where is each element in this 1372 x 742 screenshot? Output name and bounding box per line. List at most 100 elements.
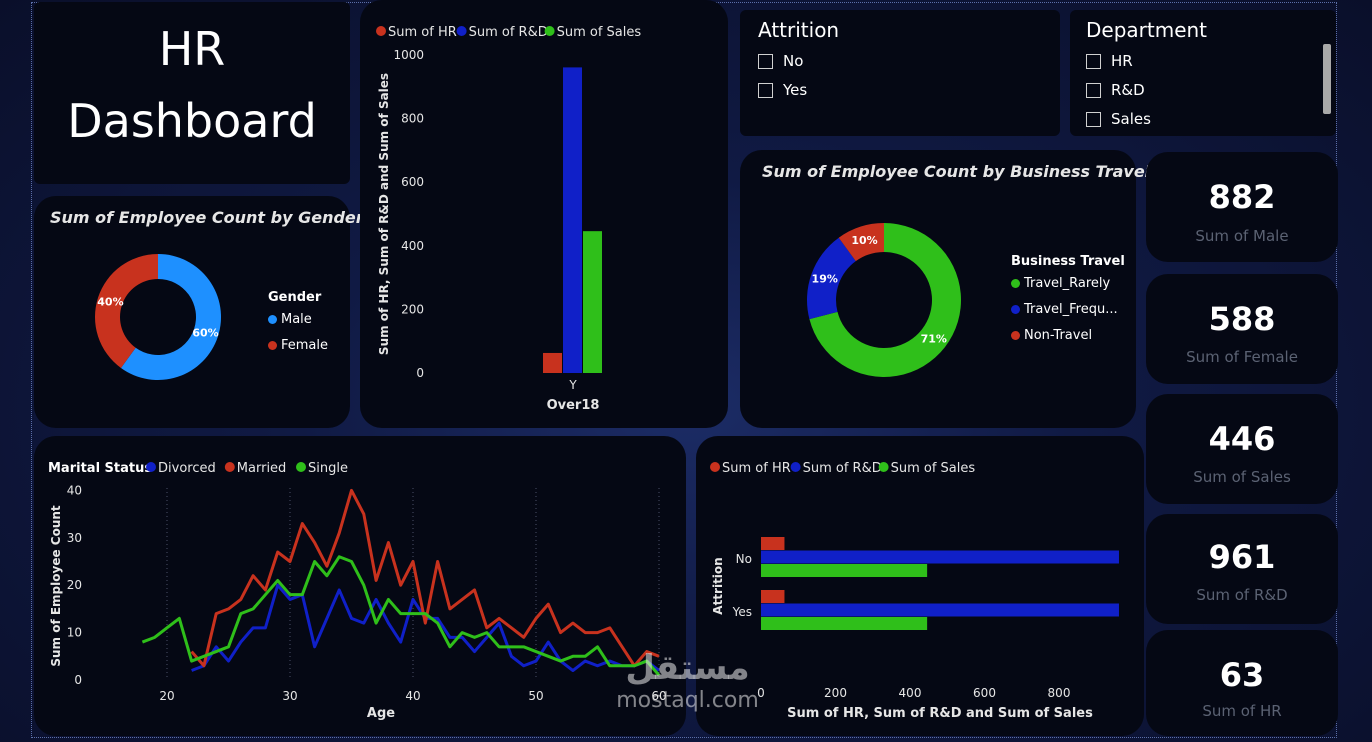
series-line-married[interactable] (190, 488, 660, 668)
legend-dot-icon (790, 462, 801, 472)
age-line-chart-card[interactable]: Marital Status Divorced Married Single 20 30 4… (34, 436, 686, 736)
legend-dot-icon (710, 462, 720, 472)
y-tick-label: 40 (67, 483, 82, 497)
x-tick-label: 20 (159, 689, 174, 703)
checkbox-icon[interactable] (1086, 82, 1101, 98)
kpi-value: 63 (1219, 656, 1265, 694)
legend-label: Travel_Rarely (1024, 276, 1111, 291)
gender-legend-title: Gender (268, 290, 322, 305)
kpi-card-male[interactable]: 882 Sum of Male (1146, 152, 1338, 262)
legend-label: Sum of HR (722, 461, 791, 476)
age-line-chart[interactable]: Marital Status Divorced Married Single 20 30 4… (34, 436, 686, 736)
legend-item-travel-rarely[interactable]: Travel_Rarely (1011, 276, 1110, 291)
donut-slice[interactable] (807, 237, 856, 320)
legend-dot-icon (268, 341, 277, 350)
donut-slice[interactable] (838, 223, 884, 262)
attrition-bar-chart[interactable]: Sum of HR Sum of R&D Sum of Sales 0 200 400 60… (696, 436, 1144, 736)
department-slicer-title: Department (1086, 18, 1208, 42)
watermark-latin: mostaql.com (616, 688, 759, 713)
title-line-1: HR (158, 22, 226, 76)
kpi-card-female[interactable]: 588 Sum of Female (1146, 274, 1338, 384)
attrition-option-no[interactable]: No (758, 52, 803, 70)
kpi-label: Sum of R&D (1196, 586, 1288, 604)
title-card: HR Dashboard (34, 2, 350, 184)
donut-slice[interactable] (809, 223, 961, 377)
x-tick-label: 60 (651, 689, 666, 703)
legend-item-female[interactable]: Female (268, 338, 328, 353)
legend-dot-icon (1011, 279, 1020, 288)
kpi-value: 961 (1208, 538, 1276, 576)
travel-legend-title: Business Travel (1011, 254, 1125, 269)
attrition-slicer[interactable]: Attrition No Yes (740, 10, 1060, 136)
department-option-hr[interactable]: HR (1086, 52, 1133, 70)
horizontal-bar[interactable] (761, 564, 928, 577)
legend-item-male[interactable]: Male (268, 312, 312, 327)
y-tick-label: No (736, 552, 752, 566)
travel-donut-chart[interactable]: 71% 19% 10% (740, 150, 1136, 428)
checkbox-icon[interactable] (1086, 111, 1101, 127)
kpi-label: Sum of HR (1202, 702, 1282, 720)
kpi-card-sales[interactable]: 446 Sum of Sales (1146, 394, 1338, 504)
checkbox-icon[interactable] (758, 53, 773, 69)
kpi-card-rnd[interactable]: 961 Sum of R&D (1146, 514, 1338, 624)
slice-data-label: 40% (97, 296, 123, 309)
y-tick-label: 200 (401, 302, 424, 316)
department-slicer-scrollbar[interactable] (1323, 44, 1331, 114)
attrition-bar-chart-card[interactable]: Sum of HR Sum of R&D Sum of Sales 0 200 400 60… (696, 436, 1144, 736)
department-option-sales[interactable]: Sales (1086, 110, 1151, 128)
department-option-rnd[interactable]: R&D (1086, 81, 1145, 99)
gender-donut-chart[interactable]: 60% 40% (34, 196, 350, 428)
legend-label: Sum of R&D (803, 461, 882, 476)
column-bar[interactable] (543, 352, 562, 373)
legend-label: Married (237, 461, 287, 476)
legend-dot-icon (544, 26, 555, 36)
x-axis-label: Sum of HR, Sum of R&D and Sum of Sales (787, 706, 1093, 721)
x-tick-label: Y (568, 378, 577, 392)
x-tick-label: 30 (282, 689, 297, 703)
over18-chart-card[interactable]: Sum of HR Sum of R&D Sum of Sales 0 200 400 60… (360, 0, 728, 428)
kpi-card-hr[interactable]: 63 Sum of HR (1146, 630, 1338, 736)
legend-label: Sum of R&D (469, 25, 548, 40)
horizontal-bar[interactable] (761, 617, 928, 630)
x-tick-label: 400 (899, 686, 922, 700)
kpi-label: Sum of Sales (1193, 468, 1291, 486)
horizontal-bar[interactable] (761, 537, 785, 550)
department-slicer[interactable]: Department HR R&D Sales (1070, 10, 1336, 136)
gender-chart-card[interactable]: Sum of Employee Count by Gender 60% 40% G… (34, 196, 364, 428)
legend-label: Divorced (158, 461, 216, 476)
slice-data-label: 19% (812, 273, 838, 286)
column-bar[interactable] (583, 231, 602, 373)
legend-dot-icon (296, 462, 306, 472)
slice-data-label: 60% (192, 326, 218, 339)
y-tick-label: 0 (416, 366, 424, 380)
kpi-value: 588 (1208, 300, 1276, 338)
over18-column-chart[interactable]: Sum of HR Sum of R&D Sum of Sales 0 200 400 60… (360, 0, 728, 428)
horizontal-bar[interactable] (761, 590, 785, 603)
legend-dot-icon (224, 462, 235, 472)
y-tick-label: 800 (401, 112, 424, 126)
horizontal-bar[interactable] (761, 550, 1119, 564)
donut-slice[interactable] (95, 254, 158, 368)
horizontal-bar[interactable] (761, 603, 1119, 617)
series-line-single[interactable] (141, 555, 661, 677)
travel-chart-card[interactable]: Sum of Employee Count by Business Travel… (740, 150, 1150, 428)
legend-label: Single (308, 461, 348, 476)
legend-dot-icon (878, 462, 889, 472)
kpi-value: 446 (1208, 420, 1276, 458)
legend-dot-icon (268, 315, 277, 324)
option-label: R&D (1111, 81, 1145, 99)
legend-label: Sum of Sales (557, 25, 642, 40)
checkbox-icon[interactable] (758, 82, 773, 98)
legend-item-non-travel[interactable]: Non-Travel (1011, 328, 1092, 343)
donut-slice[interactable] (120, 254, 221, 380)
watermark-arabic: مستقل (625, 648, 750, 688)
checkbox-icon[interactable] (1086, 53, 1101, 69)
legend-label: Non-Travel (1024, 328, 1093, 343)
y-tick-label: 0 (74, 673, 82, 687)
column-bar[interactable] (563, 67, 582, 373)
legend-item-travel-frequently[interactable]: Travel_Frequ... (1011, 302, 1118, 317)
attrition-option-yes[interactable]: Yes (758, 81, 807, 99)
y-axis-label: Sum of Employee Count (49, 505, 63, 667)
legend-label: Travel_Frequ... (1024, 302, 1118, 317)
attrition-slicer-title: Attrition (758, 18, 840, 42)
